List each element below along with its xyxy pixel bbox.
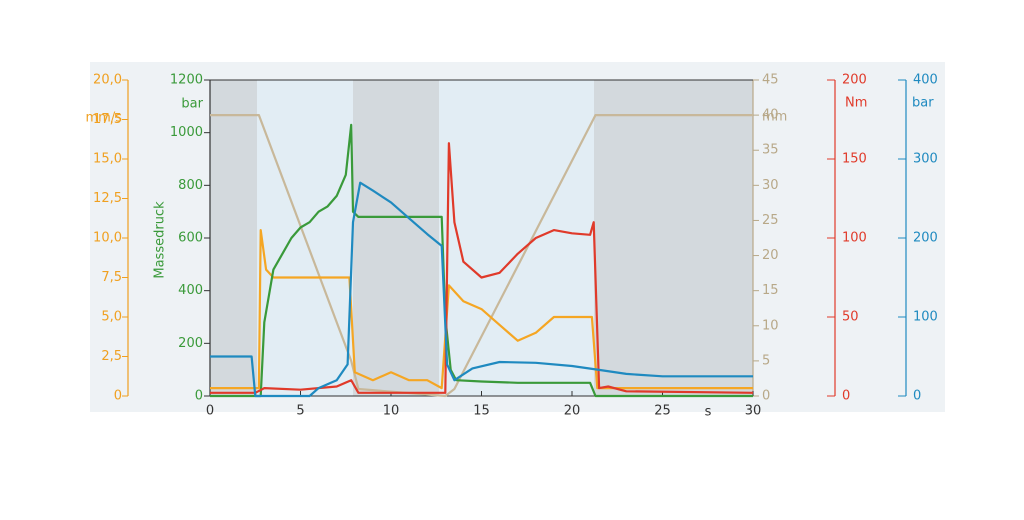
- tick-label: 800: [178, 178, 203, 193]
- tick-label: 5,0: [101, 310, 122, 325]
- y5-unit: bar: [912, 96, 934, 111]
- tick-label: 600: [178, 231, 203, 246]
- tick-label: 20,0: [93, 73, 122, 88]
- tick-label: 200: [913, 231, 938, 246]
- y3-unit: mm: [762, 110, 787, 125]
- series-line: [210, 229, 753, 390]
- x-tick-label: 20: [564, 404, 581, 419]
- tick-label: 10: [762, 318, 779, 333]
- tick-label: 0: [762, 389, 770, 404]
- tick-label: 30: [762, 178, 779, 193]
- y2-unit: mm/s: [86, 111, 123, 126]
- tick-label: 100: [913, 310, 938, 325]
- x-tick-label: 0: [206, 404, 214, 419]
- tick-label: 25: [762, 213, 779, 228]
- tick-label: 7,5: [101, 270, 122, 285]
- tick-label: 400: [913, 73, 938, 88]
- tick-label: 200: [178, 336, 203, 351]
- tick-label: 10,0: [93, 231, 122, 246]
- series-line: [210, 142, 754, 394]
- phase-band: [594, 80, 753, 396]
- tick-label: 35: [762, 143, 779, 158]
- tick-label: 12,5: [93, 191, 122, 206]
- tick-label: 100: [842, 231, 867, 246]
- x-tick-label: 5: [296, 404, 304, 419]
- tick-label: 2,5: [101, 349, 122, 364]
- phase-band: [210, 80, 257, 396]
- tick-label: 5: [762, 353, 770, 368]
- y-unit: bar: [181, 97, 203, 112]
- tick-label: 20: [762, 248, 779, 263]
- x-tick-label: 25: [654, 404, 671, 419]
- tick-label: 0: [913, 389, 921, 404]
- tick-label: 0: [842, 389, 850, 404]
- tick-label: 0: [195, 389, 203, 404]
- x-tick-label: 10: [383, 404, 400, 419]
- tick-label: 15,0: [93, 152, 122, 167]
- tick-label: 300: [913, 152, 938, 167]
- tick-label: 1200: [170, 73, 203, 88]
- x-tick-label: 30: [745, 404, 762, 419]
- tick-label: 45: [762, 73, 779, 88]
- tick-label: 0: [114, 389, 122, 404]
- y4-unit: Nm: [845, 96, 867, 111]
- y-axis-title: Massedruck: [153, 201, 168, 279]
- tick-label: 150: [842, 152, 867, 167]
- tick-label: 50: [842, 310, 859, 325]
- x-tick-label: 15: [473, 404, 490, 419]
- tick-label: 200: [842, 73, 867, 88]
- tick-label: 17,5: [93, 112, 122, 127]
- series-line: [210, 181, 753, 398]
- tick-label: 1000: [170, 125, 203, 140]
- phase-band: [353, 80, 439, 396]
- x-axis-title: s: [705, 405, 712, 420]
- tick-label: 15: [762, 283, 779, 298]
- tick-label: 400: [178, 283, 203, 298]
- tick-label: 40: [762, 108, 779, 123]
- series-line: [210, 123, 753, 398]
